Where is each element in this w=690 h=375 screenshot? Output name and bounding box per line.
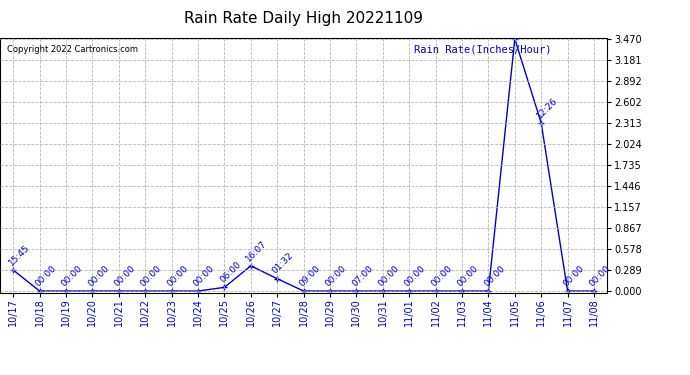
Text: 00:00: 00:00 (377, 264, 401, 288)
Text: 00:00: 00:00 (324, 264, 348, 288)
Text: 15:45: 15:45 (7, 243, 32, 267)
Text: 00:00: 00:00 (165, 264, 190, 288)
Text: 00:00: 00:00 (139, 264, 164, 288)
Text: 01:32: 01:32 (271, 251, 295, 276)
Text: 09:00: 09:00 (297, 264, 322, 288)
Text: 00:00: 00:00 (192, 264, 216, 288)
Text: 00:00: 00:00 (429, 264, 454, 288)
Text: 16:07: 16:07 (244, 238, 269, 263)
Text: 00:00: 00:00 (59, 264, 84, 288)
Text: 07:00: 07:00 (350, 264, 375, 288)
Text: Rain Rate Daily High 20221109: Rain Rate Daily High 20221109 (184, 11, 423, 26)
Text: 00:00: 00:00 (112, 264, 137, 288)
Text: 00:00: 00:00 (588, 264, 612, 288)
Text: Copyright 2022 Cartronics.com: Copyright 2022 Cartronics.com (7, 45, 138, 54)
Text: 06:00: 06:00 (218, 260, 243, 284)
Text: 00:00: 00:00 (0, 374, 1, 375)
Text: 12:26: 12:26 (535, 96, 560, 120)
Text: 00:00: 00:00 (561, 264, 586, 288)
Text: Rain Rate(Inches/Hour): Rain Rate(Inches/Hour) (414, 45, 551, 55)
Text: 00:00: 00:00 (455, 264, 480, 288)
Text: 00:00: 00:00 (482, 264, 506, 288)
Text: 00:00: 00:00 (33, 264, 58, 288)
Text: 00:00: 00:00 (86, 264, 110, 288)
Text: 00:00: 00:00 (403, 264, 428, 288)
